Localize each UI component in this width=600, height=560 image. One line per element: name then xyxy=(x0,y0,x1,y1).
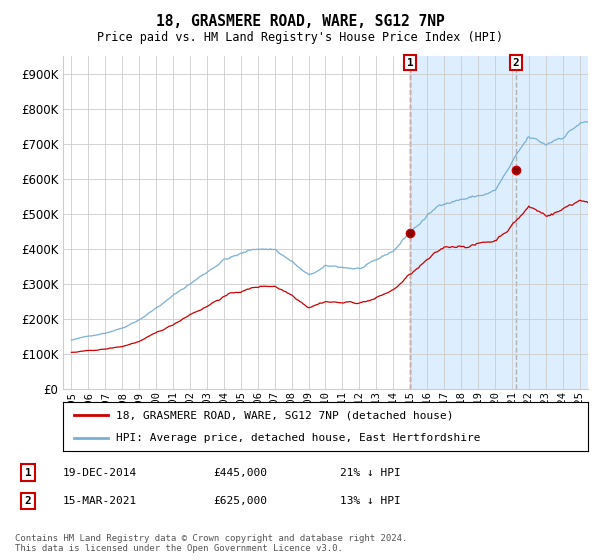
Text: 18, GRASMERE ROAD, WARE, SG12 7NP (detached house): 18, GRASMERE ROAD, WARE, SG12 7NP (detac… xyxy=(115,410,453,421)
Text: HPI: Average price, detached house, East Hertfordshire: HPI: Average price, detached house, East… xyxy=(115,433,480,444)
Text: Price paid vs. HM Land Registry's House Price Index (HPI): Price paid vs. HM Land Registry's House … xyxy=(97,31,503,44)
Text: 15-MAR-2021: 15-MAR-2021 xyxy=(63,496,137,506)
Bar xyxy=(410,56,600,389)
Text: 21% ↓ HPI: 21% ↓ HPI xyxy=(340,468,400,478)
Text: 19-DEC-2014: 19-DEC-2014 xyxy=(63,468,137,478)
Text: 2: 2 xyxy=(25,496,31,506)
Text: 1: 1 xyxy=(25,468,31,478)
Text: 18, GRASMERE ROAD, WARE, SG12 7NP: 18, GRASMERE ROAD, WARE, SG12 7NP xyxy=(155,14,445,29)
Text: Contains HM Land Registry data © Crown copyright and database right 2024.
This d: Contains HM Land Registry data © Crown c… xyxy=(15,534,407,553)
Text: 2: 2 xyxy=(512,58,520,68)
Text: £625,000: £625,000 xyxy=(213,496,267,506)
Text: 13% ↓ HPI: 13% ↓ HPI xyxy=(340,496,400,506)
Text: £445,000: £445,000 xyxy=(213,468,267,478)
Text: 1: 1 xyxy=(407,58,413,68)
